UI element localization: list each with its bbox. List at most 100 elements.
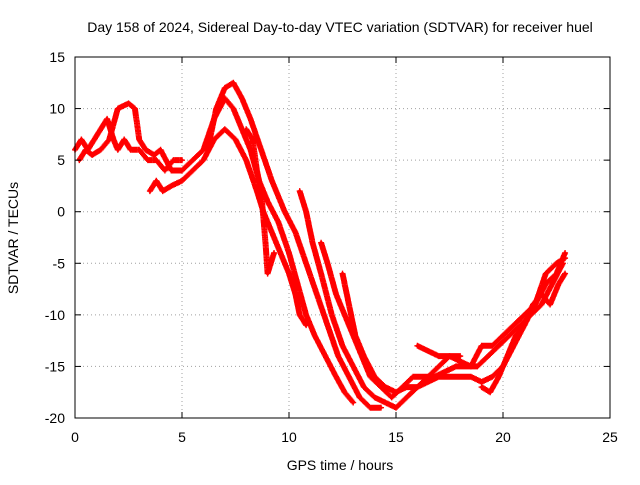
data-layer xyxy=(72,79,569,411)
data-point xyxy=(129,148,133,152)
data-point xyxy=(475,364,479,369)
data-point xyxy=(287,251,291,255)
data-point xyxy=(343,313,347,317)
data-point xyxy=(266,199,270,203)
data-point xyxy=(334,375,338,379)
data-point xyxy=(212,137,216,142)
data-point xyxy=(330,313,334,317)
data-point xyxy=(90,153,94,157)
data-point xyxy=(295,282,300,286)
y-tick-label: 5 xyxy=(57,152,65,168)
data-point xyxy=(283,210,287,214)
data-point xyxy=(137,148,141,152)
data-point xyxy=(240,127,244,131)
data-point xyxy=(244,127,248,131)
data-point xyxy=(146,158,150,162)
data-point xyxy=(259,148,263,152)
data-point xyxy=(422,375,426,379)
data-point xyxy=(319,241,323,245)
data-series-trace-8 xyxy=(339,249,569,396)
data-point xyxy=(514,333,518,338)
data-point xyxy=(351,400,355,405)
data-point xyxy=(447,354,452,358)
data-point xyxy=(411,375,415,379)
data-point xyxy=(244,158,248,162)
y-axis-label: SDTVAR / TECUs xyxy=(5,182,21,294)
data-point xyxy=(169,184,173,188)
data-point xyxy=(310,241,315,245)
data-point xyxy=(497,375,501,379)
data-point xyxy=(111,137,116,142)
data-point xyxy=(437,354,441,358)
data-point xyxy=(539,302,544,307)
data-point xyxy=(373,375,377,379)
data-point xyxy=(507,333,512,338)
data-point xyxy=(368,406,372,410)
data-point xyxy=(415,385,419,389)
y-tick-label: -5 xyxy=(53,255,66,271)
data-point xyxy=(454,364,458,369)
data-point xyxy=(171,158,176,162)
data-point xyxy=(323,354,327,358)
data-point xyxy=(405,385,409,389)
data-point xyxy=(293,230,298,234)
data-point xyxy=(394,406,398,410)
data-point xyxy=(563,272,567,276)
y-tick-label: 0 xyxy=(57,204,65,220)
data-point xyxy=(325,323,330,327)
data-point xyxy=(107,137,111,142)
y-tick-label: -20 xyxy=(45,410,65,426)
data-point xyxy=(298,189,302,193)
data-point xyxy=(223,96,227,100)
data-point xyxy=(180,158,184,162)
data-point xyxy=(426,349,430,353)
data-point xyxy=(144,148,148,152)
data-point xyxy=(343,390,347,394)
x-tick-label: 0 xyxy=(71,429,79,445)
data-point xyxy=(383,400,387,405)
data-point xyxy=(248,117,253,121)
data-trace xyxy=(339,249,569,396)
data-point xyxy=(223,127,227,131)
data-point xyxy=(458,354,462,358)
data-point xyxy=(315,292,319,296)
data-point xyxy=(334,292,338,296)
data-point xyxy=(231,81,235,85)
data-point xyxy=(163,168,167,173)
data-point xyxy=(563,251,567,255)
data-point xyxy=(293,292,298,296)
data-point xyxy=(255,168,259,173)
data-point xyxy=(92,137,96,142)
data-point xyxy=(304,210,308,214)
data-point xyxy=(272,251,276,255)
data-point xyxy=(325,261,330,265)
data-point xyxy=(133,106,137,111)
data-point xyxy=(539,292,544,296)
data-point xyxy=(191,158,195,162)
x-tick-label: 15 xyxy=(388,429,404,445)
data-point xyxy=(347,375,351,379)
data-series-trace-10 xyxy=(478,270,569,396)
data-point xyxy=(351,364,355,369)
data-point xyxy=(270,179,274,183)
data-point xyxy=(154,158,158,162)
data-point xyxy=(180,179,184,183)
data-point xyxy=(287,272,291,276)
data-point xyxy=(251,137,255,142)
x-tick-label: 25 xyxy=(602,429,618,445)
data-trace xyxy=(204,79,385,411)
data-point xyxy=(122,137,126,142)
plot-frame xyxy=(74,56,611,419)
data-point xyxy=(497,344,501,348)
data-series-trace-2 xyxy=(76,95,357,406)
data-point xyxy=(548,302,552,307)
data-point xyxy=(191,168,195,173)
grid-layer xyxy=(75,57,610,418)
data-point xyxy=(557,282,561,286)
tick-layer: 0 5 10 15 20 25 -20 -15 -10 -5 0 5 10 15 xyxy=(45,49,618,445)
data-series-trace-5 xyxy=(243,126,278,277)
data-point xyxy=(159,148,163,152)
data-point xyxy=(458,375,462,379)
